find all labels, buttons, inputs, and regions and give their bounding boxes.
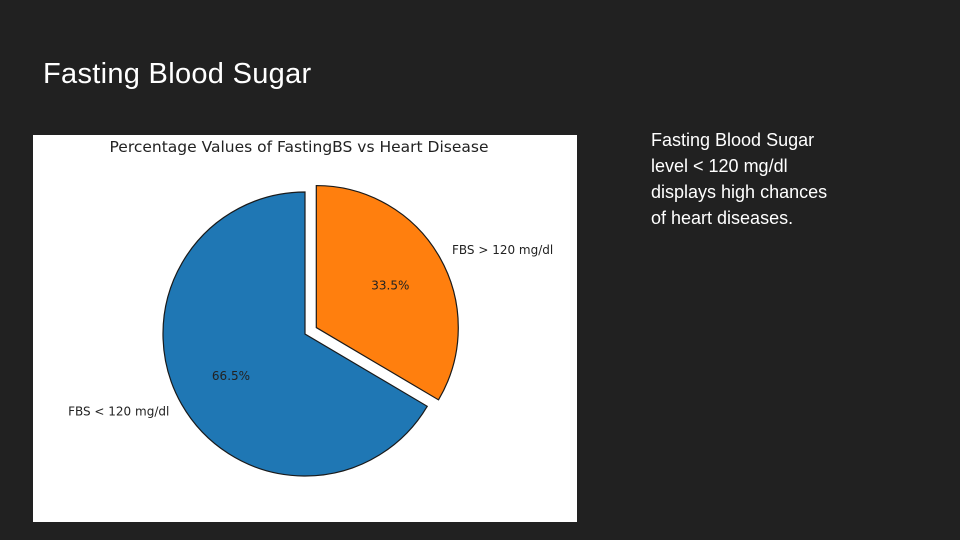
pie-slice: [315, 184, 459, 401]
slice-percent-label: 33.5%: [371, 278, 409, 292]
slice-percent-label: 66.5%: [212, 369, 250, 383]
chart-panel: Percentage Values of FastingBS vs Heart …: [33, 135, 577, 522]
slice-category-label: FBS > 120 mg/dl: [452, 243, 553, 257]
note-line: of heart diseases.: [651, 208, 794, 228]
note-line: displays high chances: [651, 182, 828, 202]
slice-category-label: FBS < 120 mg/dl: [68, 404, 169, 418]
note-line: Fasting Blood Sugar: [651, 130, 815, 150]
chart-title: Percentage Values of FastingBS vs Heart …: [109, 138, 488, 156]
slide-title: Fasting Blood Sugar: [43, 58, 312, 90]
note-text: Fasting Blood Sugar level < 120 mg/dl di…: [651, 127, 891, 231]
note-line: level < 120 mg/dl: [651, 156, 788, 176]
pie-slice: [162, 191, 429, 477]
pie-chart: Percentage Values of FastingBS vs Heart …: [68, 138, 553, 477]
